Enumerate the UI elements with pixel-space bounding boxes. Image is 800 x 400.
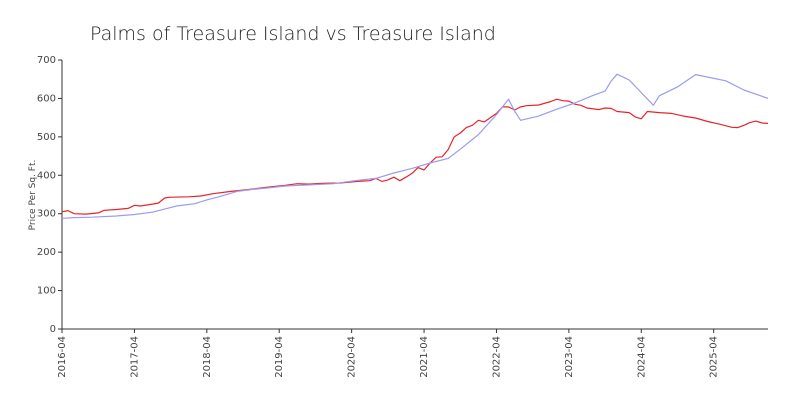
y-tick-label: 300 <box>37 209 56 220</box>
x-tick-label: 2016-04 <box>57 336 68 378</box>
x-tick-label: 2018-04 <box>202 336 213 378</box>
series-line-1 <box>61 98 769 215</box>
x-tick-label: 2024-04 <box>636 336 647 378</box>
y-tick-label: 500 <box>37 132 56 143</box>
y-axis-ticks: 0 100 200 300 400 500 600 700 <box>37 55 62 335</box>
y-tick-label: 400 <box>37 170 56 181</box>
series-layer <box>61 73 769 219</box>
y-tick-label: 0 <box>50 324 56 335</box>
y-axis-label: Price Per Sq. Ft. <box>28 160 38 231</box>
chart-title: Palms of Treasure Island vs Treasure Isl… <box>90 23 496 45</box>
x-tick-label: 2017-04 <box>129 336 140 378</box>
x-tick-label: 2019-04 <box>274 336 285 378</box>
x-axis-ticks: 2016-04 2017-04 2018-04 2019-04 2020-04 2021-… <box>57 329 720 378</box>
x-tick-label: 2022-04 <box>491 336 502 378</box>
y-tick-label: 700 <box>37 55 56 66</box>
x-tick-label: 2025-04 <box>709 336 720 378</box>
y-tick-label: 200 <box>37 247 56 258</box>
x-tick-label: 2020-04 <box>347 336 358 378</box>
y-tick-label: 600 <box>37 93 56 104</box>
x-tick-label: 2021-04 <box>419 336 430 378</box>
series-line-2 <box>61 73 769 219</box>
x-tick-label: 2023-04 <box>564 336 575 378</box>
y-tick-label: 100 <box>37 286 56 297</box>
